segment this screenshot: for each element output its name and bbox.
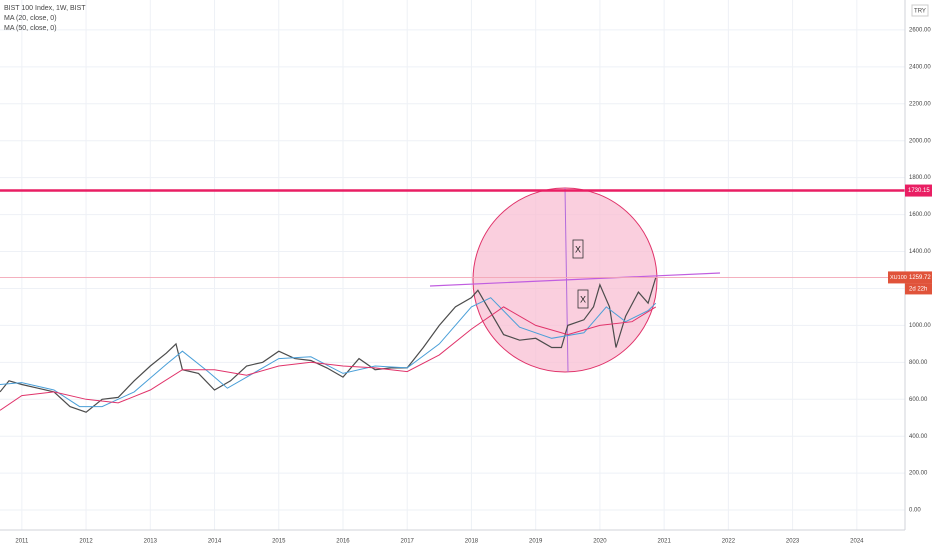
- marker-box: [577, 289, 589, 309]
- plot: [0, 189, 905, 413]
- price-label-box: [888, 271, 932, 284]
- chart-title: BIST 100 Index, 1W, BIST: [4, 5, 86, 12]
- x-tick-label: 2020: [593, 539, 607, 545]
- x-tick-label: 2011: [15, 539, 29, 545]
- x-tick-label: 2018: [465, 539, 479, 545]
- currency: TRY: [914, 9, 926, 15]
- legend-entry: MA (50, close, 0): [4, 25, 57, 32]
- grid: [0, 0, 905, 530]
- y-tick-label: 1600.00: [909, 212, 931, 218]
- series-line: [0, 297, 657, 408]
- marker-text: X: [575, 244, 581, 254]
- x-tick-label: 2016: [336, 539, 350, 545]
- y-tick-label: 2200.00: [909, 101, 931, 107]
- series-line: [0, 306, 657, 411]
- x-tick-label: 2021: [657, 539, 671, 545]
- countdown: 2d 22h: [909, 287, 927, 293]
- price-label: 1259.72: [909, 275, 931, 281]
- y-tick-label: 800.00: [909, 360, 928, 366]
- y-tick-label: 1000.00: [909, 323, 931, 329]
- y-tick-label: 1400.00: [909, 249, 931, 255]
- legend-entry: MA (20, close, 0): [4, 15, 57, 22]
- x-tick-label: 2013: [144, 539, 158, 545]
- x-tick-label: 2012: [79, 539, 93, 545]
- trend-line: [429, 272, 721, 287]
- y-tick-label: 2400.00: [909, 64, 931, 70]
- y-tick-label: 600.00: [909, 397, 928, 403]
- x-tick-label: 2024: [850, 539, 864, 545]
- countdown-box: [905, 283, 932, 295]
- marker-text: X: [580, 294, 586, 304]
- marker-box: [572, 239, 584, 259]
- x-tick-label: 2019: [529, 539, 543, 545]
- level-label: 1730.15: [908, 188, 930, 194]
- level-label-box: [905, 184, 932, 197]
- y-tick-label: 0.00: [909, 508, 921, 514]
- x-tick-label: 2017: [401, 539, 415, 545]
- y-tick-label: 200.00: [909, 471, 928, 477]
- x-tick-label: 2014: [208, 539, 222, 545]
- symbol-label: XU100: [890, 275, 907, 281]
- y-tick-label: 400.00: [909, 434, 928, 440]
- y-tick-label: 1800.00: [909, 175, 931, 181]
- axes: 0.00200.00400.00600.00800.001000.001200.…: [15, 27, 932, 545]
- series-line: [0, 277, 657, 413]
- y-tick-label: 2000.00: [909, 138, 931, 144]
- y-tick-label: 2600.00: [909, 27, 931, 33]
- x-tick-label: 2023: [786, 539, 800, 545]
- currency-box: [911, 4, 929, 17]
- x-tick-label: 2022: [722, 539, 736, 545]
- x-tick-label: 2015: [272, 539, 286, 545]
